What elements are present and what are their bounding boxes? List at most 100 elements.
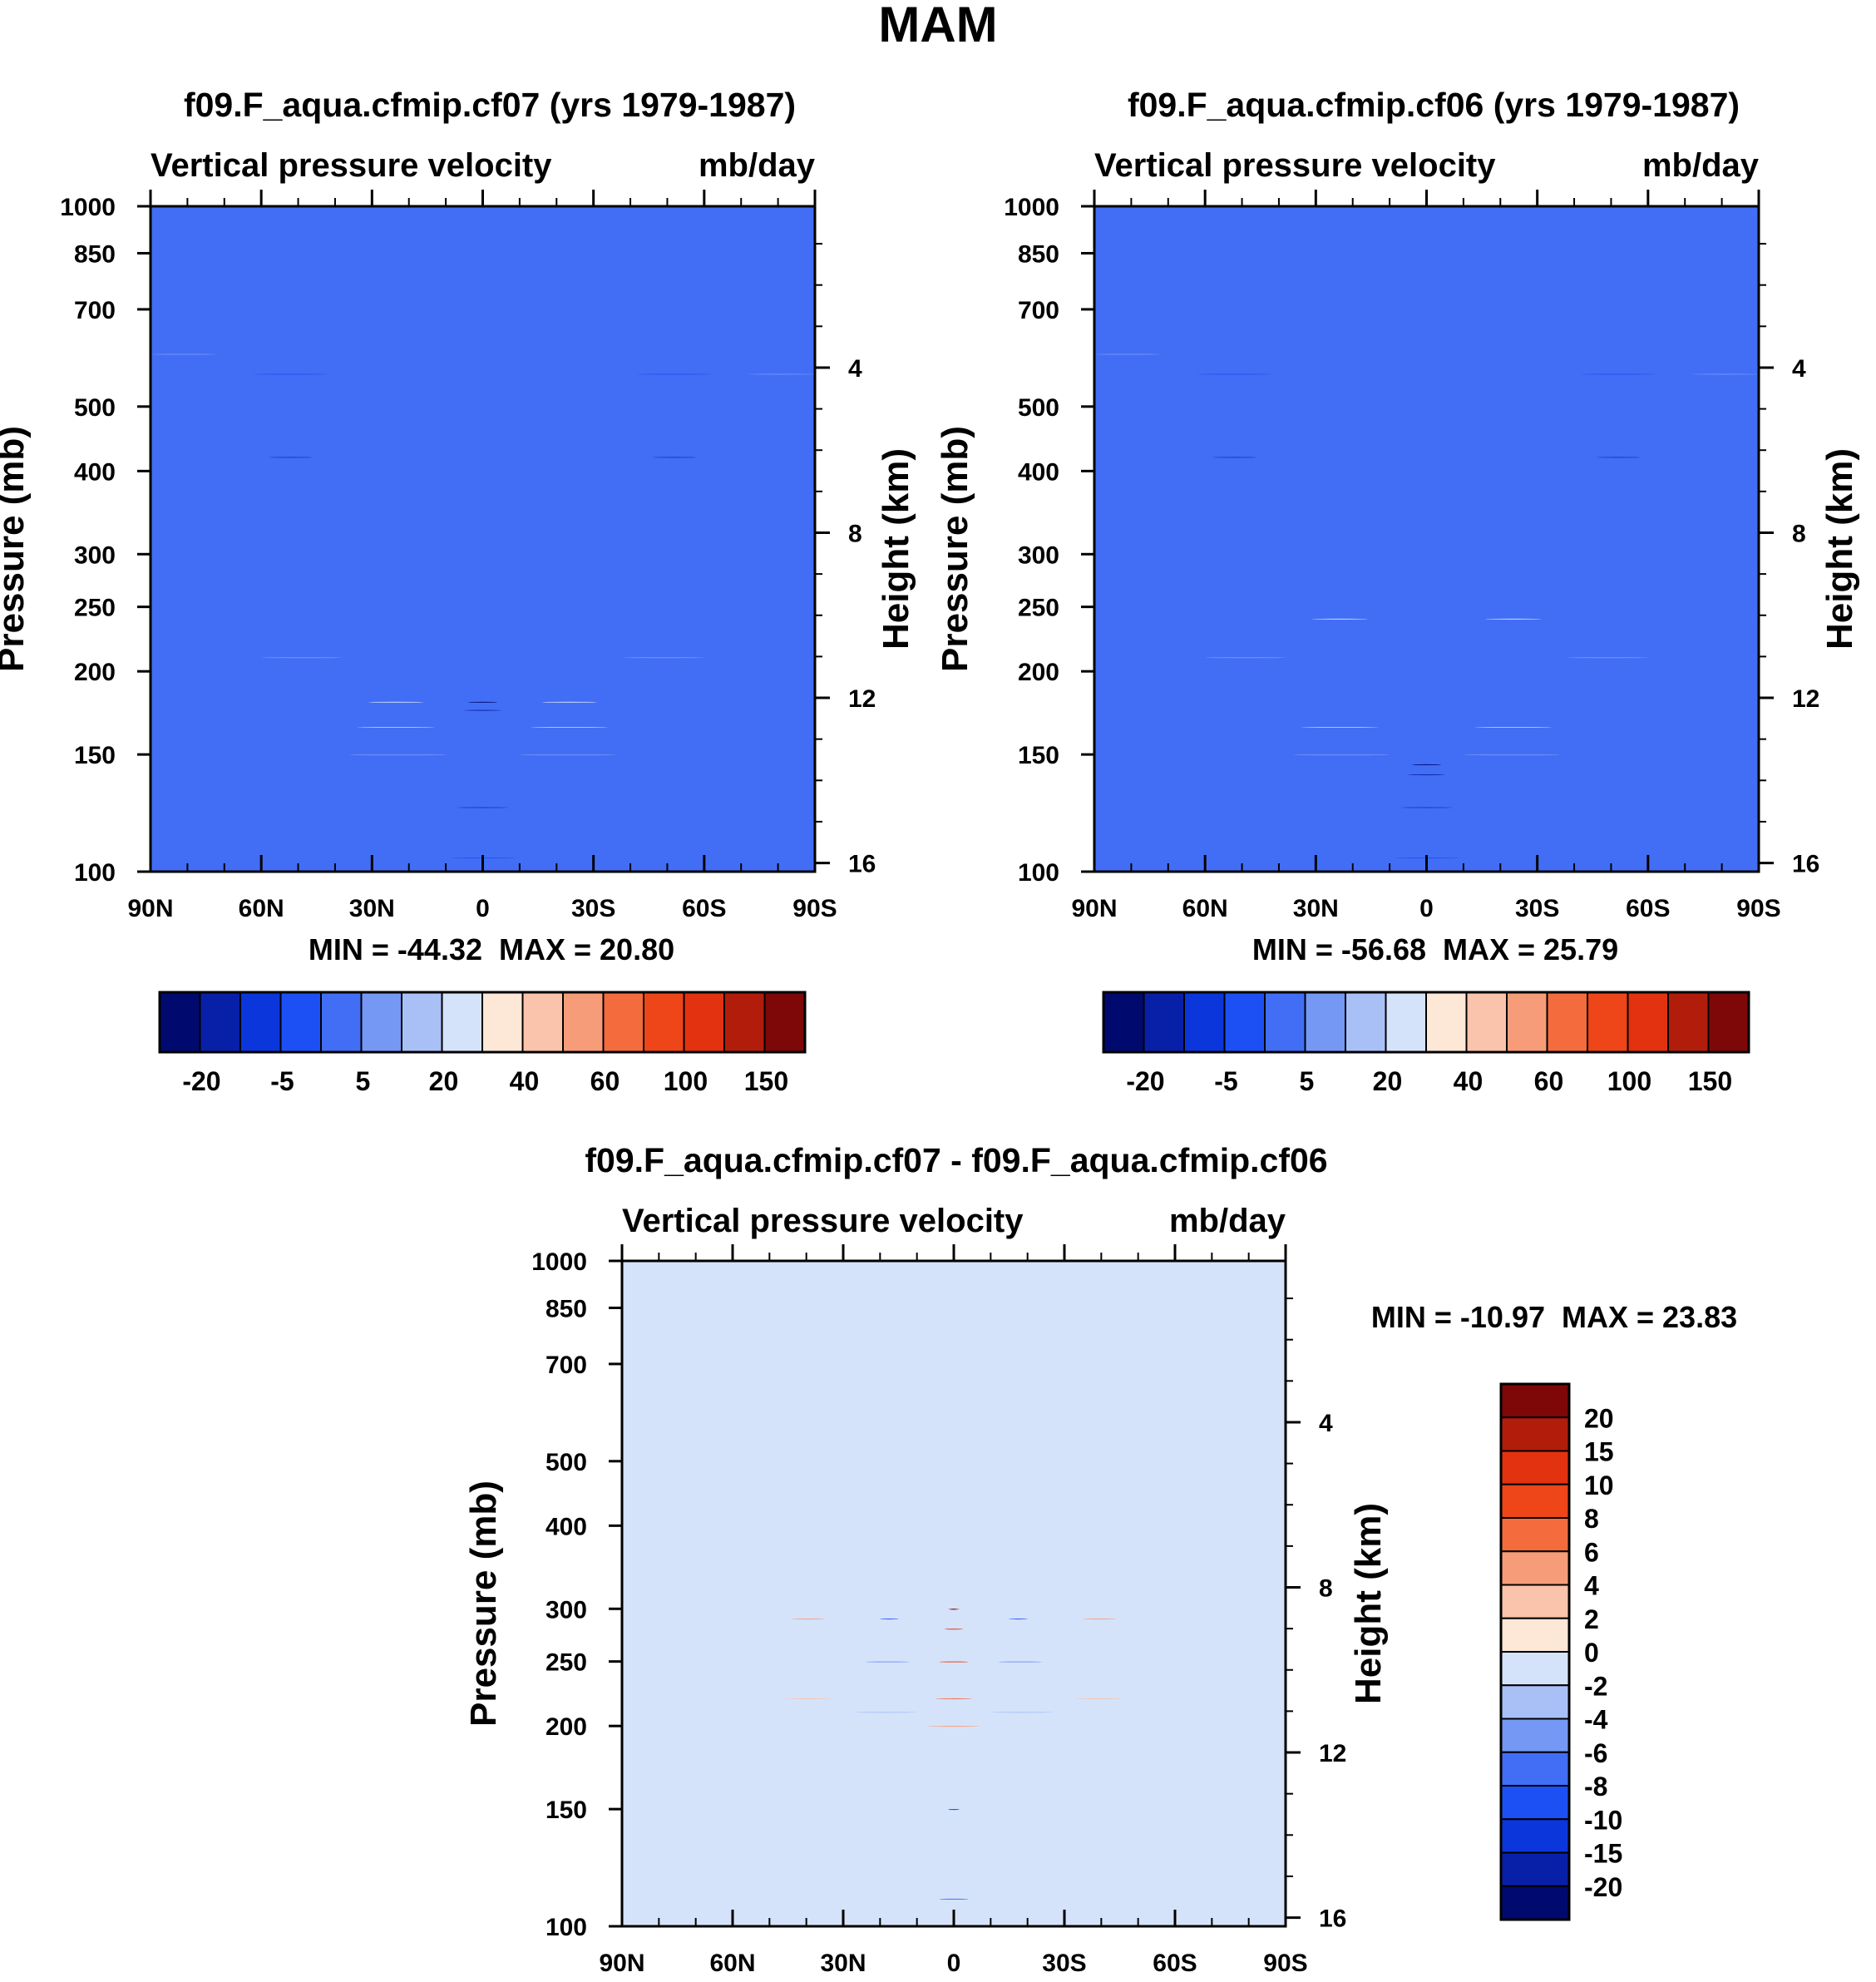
y-right-tick-label: 8 bbox=[1319, 1574, 1333, 1602]
y-tick-label: 850 bbox=[546, 1295, 587, 1322]
y-axis-right-label: Height (km) bbox=[876, 448, 916, 650]
band-neg-north-1 bbox=[854, 1712, 917, 1713]
field-background bbox=[1094, 206, 1759, 872]
field-background bbox=[622, 1261, 1286, 1926]
colorbar-label: 20 bbox=[1584, 1403, 1614, 1433]
band-subtrop-edge-north bbox=[261, 657, 343, 659]
band-neg-north-0 bbox=[843, 1898, 925, 1900]
colorbar-box bbox=[1500, 1483, 1570, 1519]
colorbar-box bbox=[1345, 991, 1387, 1053]
colorbar-label: -20 bbox=[1584, 1872, 1622, 1902]
colorbar-box bbox=[1546, 991, 1588, 1053]
colorbar-box bbox=[1465, 991, 1508, 1053]
colorbar-box bbox=[1500, 1416, 1570, 1452]
y-tick-label: 250 bbox=[74, 595, 116, 622]
band-outer-north bbox=[151, 353, 217, 355]
colorbar-box bbox=[1500, 1651, 1570, 1687]
y-tick-label: 200 bbox=[546, 1713, 587, 1741]
colorbar-box bbox=[441, 991, 483, 1053]
x-tick-label: 60N bbox=[239, 895, 284, 922]
max-value: MAX = 25.79 bbox=[1443, 932, 1618, 966]
colorbar-box bbox=[1500, 1785, 1570, 1821]
colorbar-label: 8 bbox=[1584, 1504, 1599, 1534]
x-tick-label: 90N bbox=[127, 895, 173, 922]
colorbar-box bbox=[1385, 991, 1427, 1053]
y-tick-label: 250 bbox=[1018, 595, 1059, 622]
y-tick-label: 850 bbox=[1018, 240, 1059, 268]
band-neg-south-2 bbox=[998, 1661, 1043, 1663]
colorbar-box bbox=[279, 991, 322, 1053]
band-itcz-inner bbox=[464, 709, 501, 711]
band-eq-pos-2 bbox=[935, 1698, 973, 1700]
colorbar-box bbox=[562, 991, 605, 1053]
x-tick-label: 30S bbox=[571, 895, 615, 922]
min-value: MIN = -44.32 bbox=[309, 932, 482, 966]
band-subtrop-n3 bbox=[368, 701, 424, 703]
panel-title: f09.F_aqua.cfmip.cf07 - f09.F_aqua.cfmip… bbox=[585, 1141, 1327, 1179]
band-outer-south bbox=[1692, 373, 1759, 375]
band-eq-neg-core bbox=[948, 1809, 960, 1811]
band-midlat-south bbox=[637, 373, 712, 375]
x-tick-label: 30S bbox=[1042, 1950, 1086, 1977]
colorbar-label: -6 bbox=[1584, 1738, 1607, 1768]
panel-difference: f09.F_aqua.cfmip.cf07 - f09.F_aqua.cfmip… bbox=[463, 1141, 1737, 1977]
right-string: mb/day bbox=[1642, 147, 1760, 184]
x-tick-label: 60S bbox=[682, 895, 726, 922]
y-right-tick-label: 16 bbox=[1319, 1905, 1346, 1933]
colorbar: -20 -5 5 20 40 60 100 150 bbox=[158, 991, 807, 1096]
band-subtrop-n3 bbox=[1311, 618, 1368, 620]
y-tick-label: 1000 bbox=[531, 1248, 587, 1276]
y-tick-label: 300 bbox=[74, 541, 116, 569]
x-tick-label: 0 bbox=[947, 1950, 961, 1977]
colorbar-box bbox=[723, 991, 766, 1053]
band-neg-south-0 bbox=[983, 1898, 1064, 1900]
x-tick-label: 0 bbox=[1419, 895, 1434, 922]
season-title: MAM bbox=[878, 0, 997, 52]
colorbar-label: -4 bbox=[1584, 1705, 1608, 1735]
y-right-tick-label: 8 bbox=[848, 520, 862, 547]
colorbar-frame bbox=[1499, 1382, 1571, 1921]
colorbar-label: 40 bbox=[1454, 1066, 1484, 1096]
band-itcz-mid bbox=[1400, 807, 1453, 808]
colorbar-box bbox=[1500, 1450, 1570, 1485]
band-subtrop-s2 bbox=[531, 727, 609, 729]
colorbar-label: 150 bbox=[744, 1066, 788, 1096]
colorbar-box bbox=[1223, 991, 1266, 1053]
colorbar-label: 20 bbox=[429, 1066, 459, 1096]
colorbar-box bbox=[401, 991, 443, 1053]
colorbar-label: -5 bbox=[270, 1066, 294, 1096]
y-axis-label: Pressure (mb) bbox=[0, 426, 32, 672]
y-axis-right-label: Height (km) bbox=[1348, 1503, 1389, 1704]
band-neg-north-2 bbox=[865, 1661, 910, 1663]
y-tick-label: 100 bbox=[74, 859, 116, 887]
band-neg-south-1 bbox=[990, 1712, 1054, 1713]
x-tick-label: 90S bbox=[1736, 895, 1780, 922]
band-pos-south-1 bbox=[1075, 1698, 1123, 1700]
colorbar-label: -15 bbox=[1584, 1839, 1622, 1869]
y-axis-label: Pressure (mb) bbox=[935, 426, 975, 672]
x-tick-label: 90N bbox=[599, 1950, 644, 1977]
band-subtrop-s3 bbox=[1485, 618, 1542, 620]
colorbar-label: 100 bbox=[664, 1066, 708, 1096]
y-right-tick-label: 16 bbox=[1792, 851, 1819, 878]
panel-cf06: f09.F_aqua.cfmip.cf06 (yrs 1979-1987) Ve… bbox=[935, 86, 1860, 1096]
x-tick-label: 60N bbox=[709, 1950, 755, 1977]
colorbar-label: 20 bbox=[1373, 1066, 1403, 1096]
panel-title: f09.F_aqua.cfmip.cf06 (yrs 1979-1987) bbox=[1128, 86, 1740, 124]
colorbar-box bbox=[159, 991, 201, 1053]
y-tick-label: 700 bbox=[546, 1352, 587, 1379]
panel-cf07: f09.F_aqua.cfmip.cf07 (yrs 1979-1987) Ve… bbox=[0, 86, 916, 1096]
colorbar-frame bbox=[1102, 991, 1750, 1054]
colorbar-box bbox=[1500, 1751, 1570, 1787]
colorbar-box bbox=[602, 991, 644, 1053]
x-tick-label: 60N bbox=[1182, 895, 1228, 922]
colorbar-box bbox=[320, 991, 363, 1053]
y-right-tick-label: 16 bbox=[848, 851, 876, 878]
colorbar-box bbox=[1143, 991, 1185, 1053]
left-string: Vertical pressure velocity bbox=[1094, 147, 1496, 184]
band-subtrop-edge-south bbox=[1567, 657, 1648, 659]
max-value: MAX = 23.83 bbox=[1562, 1300, 1737, 1334]
y-tick-label: 400 bbox=[1018, 458, 1059, 486]
